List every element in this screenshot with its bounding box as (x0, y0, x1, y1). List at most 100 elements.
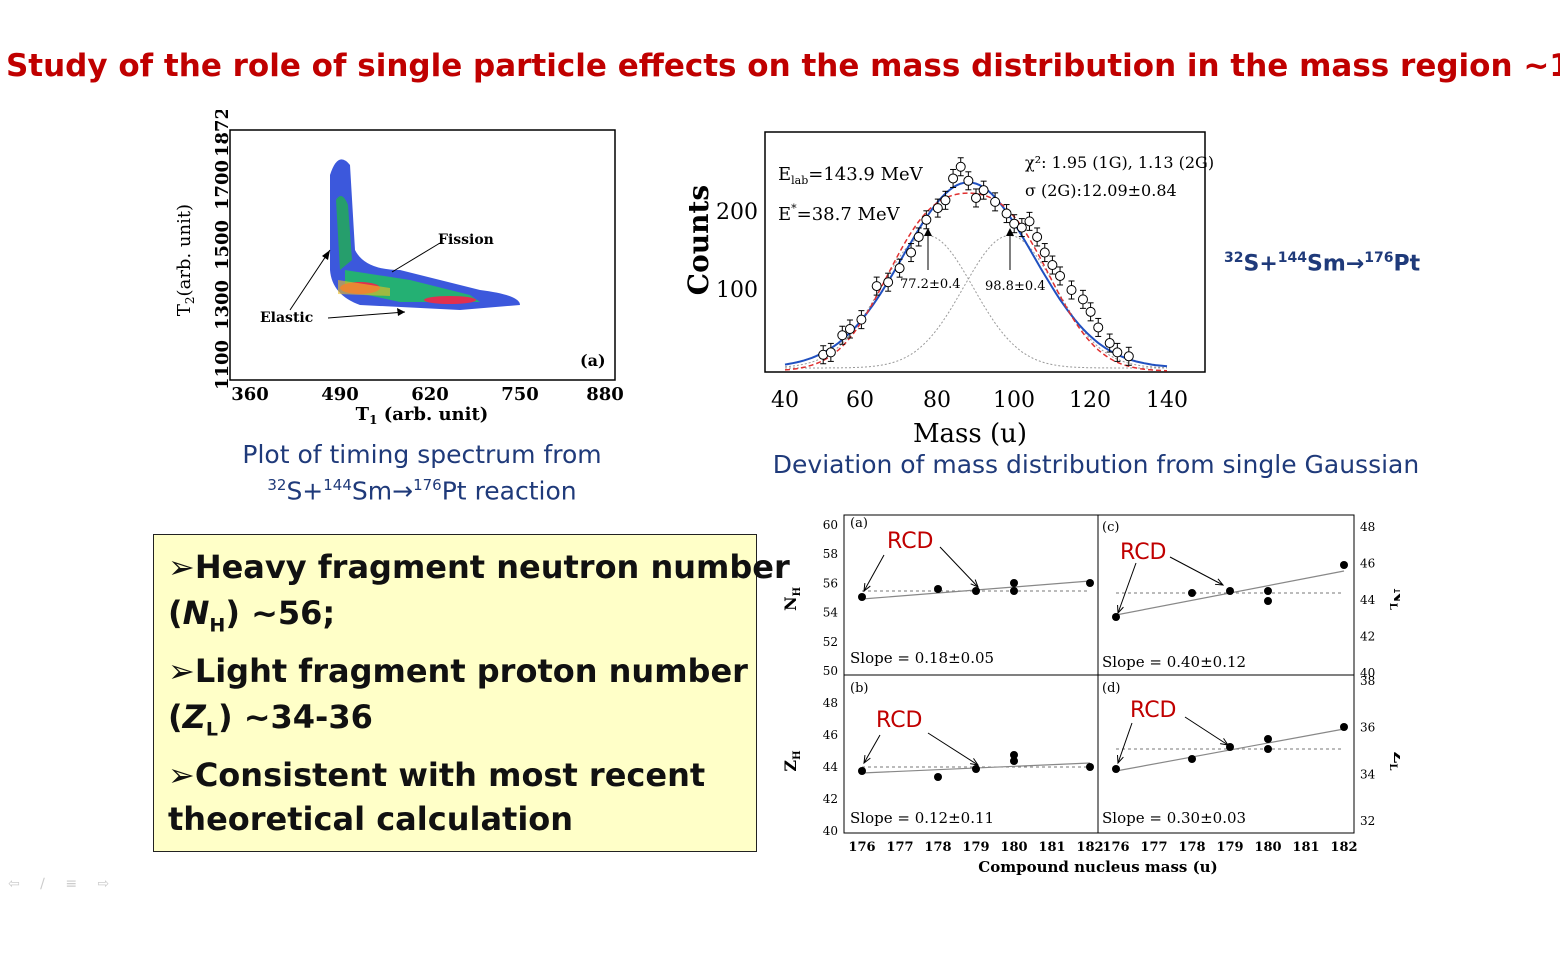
mass-point-15 (963, 171, 974, 191)
svg-text:490: 490 (321, 384, 359, 405)
nl-y-tick: 46 (1360, 557, 1375, 571)
elastic-arrow-up (289, 249, 331, 311)
svg-text:120: 120 (1069, 388, 1111, 413)
mass-point-21 (1016, 218, 1027, 238)
mass-point-20 (1009, 214, 1020, 234)
timing-plot-frame (229, 129, 616, 381)
zh-y-tick: 44 (823, 760, 839, 774)
mass-caption: Deviation of mass distribution from sing… (772, 450, 1420, 479)
zl-y-tick: 32 (1360, 814, 1375, 828)
nh-y-tick: 54 (823, 606, 839, 620)
estar-label: E*=38.7 MeV (778, 202, 901, 225)
mass-point-30 (1093, 317, 1104, 337)
svg-text:80: 80 (923, 388, 951, 413)
slope-frame (843, 514, 1355, 834)
slope-panels: 176 176 177 177 178 178 179 179 180 180 181 181 182 1… (781, 514, 1400, 876)
zh-y-tick: 48 (823, 696, 838, 710)
slide-title: Study of the role of single particle eff… (5, 48, 1560, 84)
slope-x-label: Compound nucleus mass (u) (978, 858, 1217, 876)
mass-plot-frame (764, 131, 1206, 373)
fission-arrow (391, 242, 441, 273)
mass-point-19 (1001, 204, 1012, 224)
panel-a-points (858, 579, 1094, 601)
timing-caption-line2: 32S+144Sm→176Pt reaction (267, 476, 577, 506)
elastic-label: Elastic (260, 310, 313, 326)
rcd-arrow-d2 (1184, 716, 1230, 746)
svg-text:360: 360 (231, 384, 269, 405)
mass-point-13 (948, 168, 959, 188)
zh-y-tick: 46 (823, 728, 838, 742)
peak1-label: 77.2±0.4 (900, 277, 961, 292)
zh-y-tick: 42 (823, 792, 838, 806)
svg-text:100: 100 (993, 388, 1035, 413)
x-tick-left: 176 (848, 840, 875, 855)
panel-a-label: (a) (850, 516, 868, 531)
x-tick-right: 177 (1140, 840, 1167, 855)
mass-point-33 (1123, 346, 1134, 366)
bullet-neutron-line1: ➢Heavy fragment neutron number (168, 548, 790, 586)
nh-y-tick: 50 (823, 664, 838, 678)
mass-point-31 (1104, 333, 1115, 353)
zh-axis-label: ZH (781, 750, 803, 771)
bullet-proton-line2: (ZL) ~34-36 (168, 698, 373, 741)
nh-y-tick: 52 (823, 635, 838, 649)
elastic-arrow-right (327, 311, 406, 319)
svg-text:100: 100 (716, 278, 758, 303)
zl-y-tick: 38 (1360, 674, 1375, 688)
rcd-arrow-a2 (939, 546, 979, 588)
mass-point-24 (1039, 243, 1050, 263)
x-tick-right: 178 (1178, 840, 1205, 855)
nl-axis-label: NL (1387, 588, 1400, 610)
mass-point-14 (955, 157, 966, 177)
mass-point-2 (837, 325, 848, 345)
mass-point-8 (906, 243, 917, 263)
rcd-label-c: RCD (1120, 540, 1167, 565)
mass-point-26 (1055, 266, 1066, 286)
zl-y-tick: 34 (1360, 767, 1376, 781)
svg-text:1500: 1500 (212, 220, 233, 270)
mass-y-ticks: 100 200 (716, 200, 758, 303)
panel-c-label: (c) (1102, 520, 1119, 535)
slide-nav-controls[interactable]: ⇦ ∕ ≡ ⇨ (8, 876, 118, 892)
panel-c-slope: Slope = 0.40±0.12 (1102, 653, 1246, 671)
mass-fit-curves (784, 181, 1168, 372)
mass-x-label: Mass (u) (913, 419, 1027, 449)
nh-y-tick: 60 (823, 518, 838, 532)
mass-point-6 (883, 272, 894, 292)
panel-b-label: (b) (850, 681, 868, 696)
mass-point-23 (1032, 227, 1043, 247)
svg-text:1100: 1100 (212, 340, 233, 390)
mass-point-18 (990, 192, 1001, 212)
x-tick-left: 177 (886, 840, 913, 855)
zh-y-tick: 40 (823, 824, 838, 838)
x-tick-right: 182 (1330, 840, 1357, 855)
svg-text:1700: 1700 (212, 160, 233, 210)
rcd-arrow-c2 (1169, 556, 1225, 586)
bullet-consistent-line2: theoretical calculation (168, 800, 574, 838)
gaussian-peak1-curve (784, 234, 1167, 369)
mass-point-0 (818, 345, 829, 365)
svg-text:200: 200 (716, 200, 758, 225)
bullet-consistent-line1: ➢Consistent with most recent (168, 756, 706, 794)
fission-label: Fission (438, 232, 494, 248)
mass-point-29 (1085, 302, 1096, 322)
nh-y-tick: 56 (823, 576, 838, 590)
nh-axis-label: NH (781, 587, 803, 611)
svg-text:60: 60 (846, 388, 874, 413)
timing-y-label: T2(arb. unit) (174, 204, 197, 316)
panel-b-points (858, 751, 1094, 781)
bullet-neutron-line2: (NH) ~56; (168, 594, 336, 637)
x-tick-left: 179 (962, 840, 989, 855)
chi-square-label: χ²: 1.95 (1G), 1.13 (2G) (1025, 153, 1214, 172)
panel-a-slope: Slope = 0.18±0.05 (850, 649, 994, 667)
svg-text:750: 750 (501, 384, 539, 405)
nh-y-tick: 58 (823, 547, 838, 561)
rcd-label-b: RCD (876, 708, 923, 733)
nl-y-tick: 42 (1360, 630, 1375, 644)
mass-point-16 (971, 188, 981, 208)
mass-point-4 (856, 310, 867, 330)
peak2-label: 98.8±0.4 (985, 279, 1046, 294)
timing-x-ticks: 360 490 620 750 880 (231, 384, 624, 405)
nl-y-tick: 44 (1360, 593, 1376, 607)
panel-b-slope: Slope = 0.12±0.11 (850, 809, 994, 827)
